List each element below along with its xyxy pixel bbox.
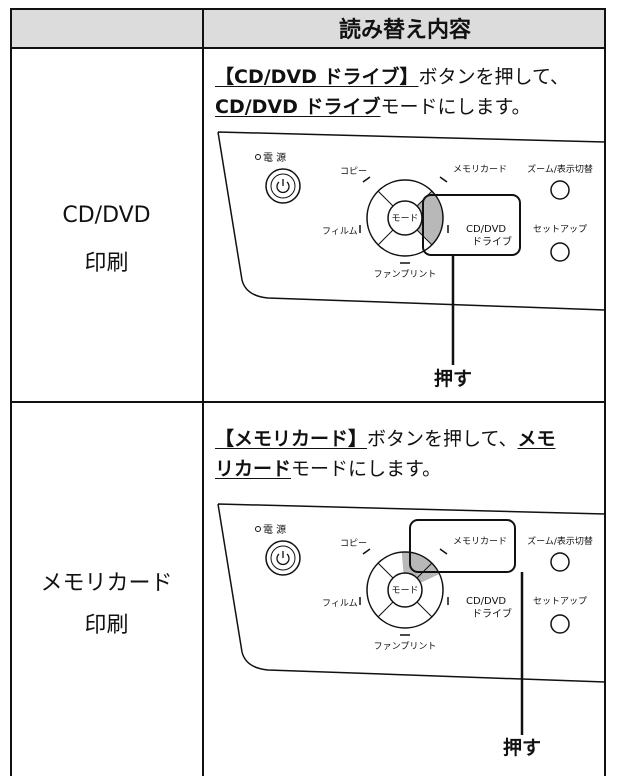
callout-box [409,519,516,573]
setup-button [550,614,570,634]
header-title: 読み替え内容 [338,18,471,43]
dial-divider [416,229,433,246]
power-dot [255,154,261,160]
header-bg [10,8,606,48]
power-label: 電 源 [263,523,286,536]
dial-divider [416,562,433,579]
text-line: 【メモリカード】ボタンを押して、メモ [215,424,556,451]
fun-label: ファンプリント [374,641,437,652]
copy-label: コピー [340,538,367,549]
table-border [10,8,606,776]
dial-divider [377,562,394,579]
card-label: メモリカード [453,536,507,547]
row-label: 印刷 [84,613,129,638]
text-line: リカードモードにします。 [215,454,441,481]
dial [366,179,444,257]
text: ボタンを押して、 [367,428,518,450]
power-button [265,540,301,576]
dial-divider [377,601,394,618]
text-line: CD/DVD ドライブモードにします。 [215,92,531,119]
zoom-button [550,552,570,572]
emphasis: メモ [517,428,556,450]
power-label: 電 源 [263,151,286,164]
copy-label: コピー [340,166,367,177]
row-label: 印刷 [84,251,129,276]
panel-outline [217,131,605,311]
power-button [265,168,301,204]
panel-outline [217,503,605,683]
cd-label: CD/DVD [466,596,506,607]
column-divider [202,8,204,776]
power-icon [276,551,290,566]
film-label: フィルム [322,226,358,237]
mode-label: モード [391,214,418,224]
setup-label: セットアップ [533,596,587,607]
text: ボタンを押して、 [418,66,570,88]
emphasis: 【メモリカード】 [215,428,368,450]
power-dot [255,526,261,532]
row-label: CD/DVD [62,203,151,228]
text: モードにします。 [380,96,531,118]
dial-center [387,572,423,608]
power-button-inner [270,545,296,571]
row-label: メモリカード [40,571,173,596]
mode-label: モード [391,586,418,596]
zoom-button [550,180,570,200]
dial [366,551,444,629]
highlight [401,552,440,583]
emphasis: CD/DVD ドライブ [215,96,381,118]
text: モードにします。 [291,458,442,480]
power-button-inner [270,173,296,199]
setup-label: セットアップ [533,224,587,235]
dial-marks [359,548,449,636]
row-divider [10,401,606,403]
zoom-label: ズーム/表示切替 [527,535,593,547]
card-label: メモリカード [453,164,507,175]
callout-box [422,194,521,256]
dial-divider [377,229,394,246]
cd-label: ドライブ [472,607,512,620]
callout-text: 押す [503,736,541,759]
dial-divider [377,190,394,207]
cd-label: CD/DVD [466,224,506,235]
callout-text: 押す [434,367,472,390]
setup-button [550,242,570,262]
cd-label: ドライブ [472,235,512,248]
dial-divider [416,601,433,618]
emphasis: リカード [215,458,292,480]
row-divider [10,47,606,49]
emphasis: 【CD/DVD ドライブ】 [215,66,419,88]
zoom-label: ズーム/表示切替 [527,163,593,175]
power-icon [276,179,290,194]
dial-marks [359,176,449,264]
text-line: 【CD/DVD ドライブ】ボタンを押して、 [215,62,569,89]
film-label: フィルム [322,598,358,609]
fun-label: ファンプリント [374,269,437,280]
